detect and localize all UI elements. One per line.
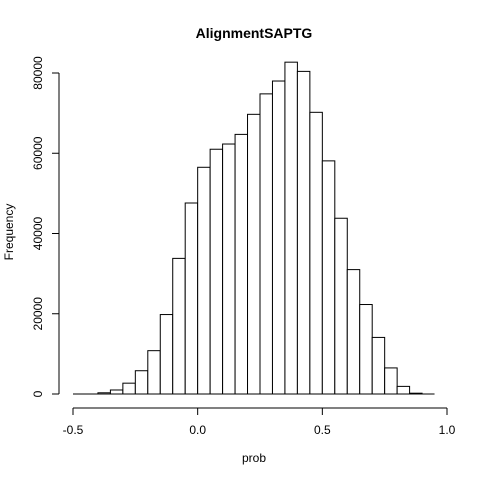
y-tick-label: 20000 [31,297,45,331]
y-tick-label: 40000 [31,216,45,250]
histogram-bar [134,370,149,395]
histogram-bar [321,160,336,395]
chart-title: AlignmentSAPTG [196,25,313,41]
histogram-bar [172,257,186,395]
histogram-bar [309,111,323,395]
histogram-bar [384,367,398,395]
y-axis-label: Frequency [2,204,16,261]
y-tick-label: 0 [31,390,45,397]
histogram-bar [346,269,361,395]
x-axis: -0.5 0.0 0.5 1.0 [63,407,456,437]
histogram-bar [234,133,249,395]
x-tick-label: -0.5 [63,423,84,437]
histogram-bar [159,314,174,395]
histogram-bar [109,389,124,395]
histogram-bar [259,93,273,395]
x-tick-label: 0.5 [314,423,331,437]
histogram-bar [209,148,224,395]
y-axis: 0 20000 40000 60000 80000 [31,56,60,397]
histogram-bar [147,350,161,395]
y-tick-label: 80000 [31,56,45,90]
histogram-bar [284,61,298,395]
histogram-bar [296,70,311,395]
x-tick-label: 0.0 [189,423,206,437]
y-tick-label: 60000 [31,136,45,170]
histogram-bar [371,336,386,395]
bar-group [97,61,423,395]
histogram-bar [222,143,236,395]
histogram-bar [359,304,373,395]
histogram-bar [184,202,199,395]
x-axis-label: prob [242,451,266,465]
histogram-bar [271,80,286,395]
histogram-bar [197,166,211,395]
histogram-bar [396,385,411,395]
histogram-bar [334,217,348,395]
x-tick-label: 1.0 [439,423,456,437]
histogram-bar [122,382,136,395]
histogram-bar [247,113,261,395]
